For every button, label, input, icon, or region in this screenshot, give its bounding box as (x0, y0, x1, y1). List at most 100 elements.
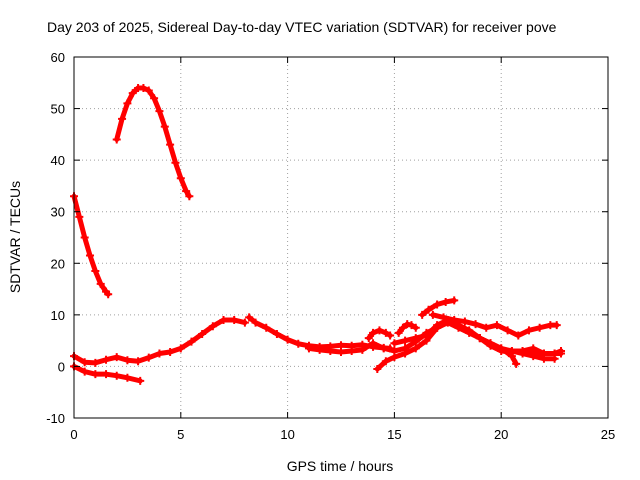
data-point (418, 310, 427, 319)
data-point (96, 279, 105, 288)
data-point (219, 316, 228, 325)
data-point (422, 331, 431, 340)
data-point (326, 346, 335, 355)
data-point (123, 356, 132, 365)
data-point (471, 320, 480, 329)
data-point (150, 94, 159, 103)
data-point (337, 347, 345, 356)
data-point (535, 323, 544, 332)
data-point (80, 367, 89, 376)
series-arc-d (70, 362, 145, 385)
data-point (304, 344, 313, 353)
data-point (112, 371, 121, 380)
data-point (245, 313, 254, 322)
x-axis-title: GPS time / hours (287, 458, 394, 474)
data-point (294, 339, 303, 348)
series-arc-f (304, 323, 442, 356)
data-point (240, 318, 249, 327)
y-tick-label: 40 (51, 153, 65, 168)
data-point (134, 357, 143, 366)
data-point (550, 354, 559, 363)
data-point (381, 357, 390, 366)
y-tick-label: 30 (51, 205, 65, 220)
data-point (176, 344, 185, 353)
x-tick-label: 10 (280, 427, 294, 442)
series-arc-c (70, 316, 249, 367)
data-point (369, 328, 378, 337)
data-point (390, 339, 399, 348)
data-point (407, 321, 416, 330)
data-point (518, 349, 527, 358)
data-point (315, 345, 324, 354)
data-point (503, 326, 512, 335)
data-point (411, 323, 420, 332)
data-point (112, 135, 121, 144)
data-point (403, 320, 412, 329)
y-tick-label: 0 (58, 359, 65, 374)
series-arc-k (418, 296, 459, 319)
series-arc-j (394, 320, 420, 337)
data-point (539, 354, 548, 363)
data-point (450, 316, 459, 325)
data-point (529, 352, 538, 361)
data-point (390, 353, 399, 362)
series-arc-i (390, 316, 566, 358)
data-point (80, 358, 89, 367)
y-tick-label: 60 (51, 50, 65, 65)
data-point (428, 310, 437, 319)
data-point (441, 297, 450, 306)
data-point (251, 318, 260, 327)
series-arc-a (70, 192, 113, 299)
data-point (91, 370, 100, 379)
series-arc-b (112, 83, 194, 201)
data-point (118, 114, 127, 123)
data-point (230, 316, 239, 325)
data-point (379, 344, 388, 353)
data-point (512, 359, 521, 368)
data-point (176, 174, 185, 183)
data-point (102, 370, 111, 379)
data-point (144, 353, 153, 362)
x-tick-label: 5 (177, 427, 184, 442)
data-point (182, 187, 191, 196)
data-point (486, 339, 495, 348)
data-point (386, 331, 395, 340)
data-point (439, 313, 448, 322)
data-point (86, 251, 95, 260)
data-point (460, 317, 469, 326)
data-point (139, 83, 148, 92)
data-point (369, 339, 378, 348)
x-tick-label: 0 (70, 427, 77, 442)
series-line (71, 193, 111, 297)
data-point (433, 300, 442, 309)
series-arc-m (475, 334, 521, 368)
data-point (514, 331, 523, 340)
data-marks (70, 83, 566, 385)
data-point (185, 192, 194, 201)
data-point (364, 334, 373, 343)
data-point (375, 326, 384, 335)
data-point (433, 321, 442, 330)
y-tick-label: 20 (51, 256, 65, 271)
data-point (337, 341, 345, 350)
x-tick-label: 25 (601, 427, 615, 442)
data-point (166, 347, 175, 356)
data-point (91, 267, 100, 276)
plot-frame (73, 56, 609, 419)
data-point (144, 86, 153, 95)
data-point (155, 349, 164, 358)
x-tick-label: 20 (494, 427, 508, 442)
data-point (398, 323, 407, 332)
data-point (104, 290, 113, 299)
data-point (272, 329, 281, 338)
data-point (482, 323, 491, 332)
data-point (75, 212, 84, 221)
data-point (373, 365, 382, 374)
y-tick-label: -10 (46, 411, 65, 426)
data-point (347, 346, 356, 355)
y-tick-label: 50 (51, 102, 65, 117)
data-point (401, 336, 410, 345)
data-point (552, 321, 561, 330)
data-point (497, 344, 506, 353)
data-point (262, 323, 271, 332)
